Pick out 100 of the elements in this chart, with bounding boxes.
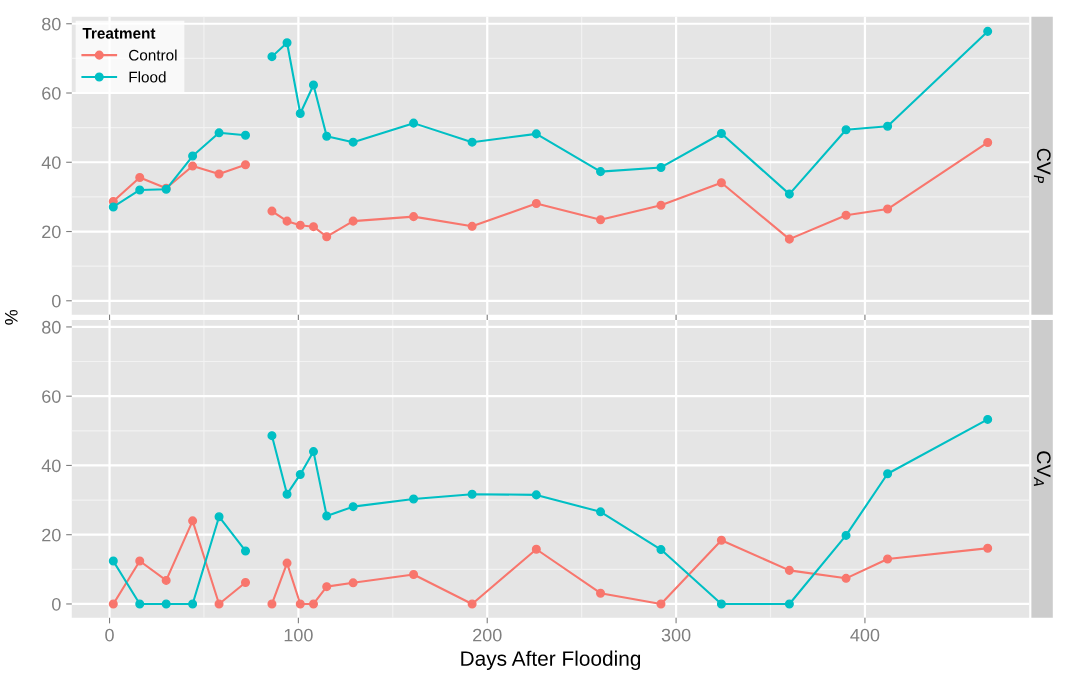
point [308,447,319,457]
point [656,599,666,609]
y-tick-label: 0 [52,597,61,611]
point [716,129,726,139]
point [108,599,118,609]
point [784,234,794,244]
point [295,599,305,609]
point [716,599,726,609]
y-tick-label: 80 [42,320,61,334]
y-axis-title: % [4,309,18,325]
point [240,577,251,588]
point [348,502,358,512]
point [348,578,358,588]
point [983,543,993,553]
point [135,172,145,183]
point [135,185,145,195]
point [467,599,477,609]
point [214,599,224,609]
point [784,565,794,575]
point [656,200,666,210]
point [656,162,666,172]
point [656,545,666,555]
point [784,599,794,609]
point [983,138,993,148]
x-tick-label: 400 [850,628,880,642]
y-tick-label: 20 [42,528,61,542]
point [841,573,851,583]
point [188,599,198,609]
point [784,189,794,199]
point [240,160,251,170]
point [295,469,305,479]
point [883,469,893,479]
point [282,216,292,226]
point [214,128,224,138]
y-tick-label: 60 [42,86,61,100]
point [308,599,319,609]
point [467,137,477,147]
point [267,52,277,62]
point [322,582,332,592]
point [322,232,332,242]
point [409,212,419,222]
point [188,516,198,526]
y-tick-label: 80 [42,17,61,31]
point [188,161,198,171]
point [108,556,118,566]
point [596,507,606,517]
x-tick-label: 200 [473,628,502,642]
point [240,546,251,556]
x-axis-title: Days After Flooding [461,650,641,671]
point [308,222,319,232]
point [188,151,198,161]
point [267,431,277,441]
point [983,414,993,424]
point [409,570,419,580]
point [841,125,851,135]
y-tick-label: 0 [52,294,61,308]
point [531,129,541,139]
point [267,599,277,609]
point [135,556,145,566]
point [295,108,305,118]
point [308,80,319,90]
y-tick-label: 40 [41,459,61,473]
point [409,494,419,504]
point [214,512,224,522]
point [282,558,292,568]
point [883,204,893,214]
point [348,137,358,147]
y2-axis-title: CV$_{A}$ [1033,451,1051,486]
point [531,490,541,500]
point [240,130,251,140]
point [531,544,541,554]
y2-axis-title: CV$_{P}$ [1033,148,1051,184]
point [295,220,305,230]
point [883,121,893,131]
x-tick-label: 300 [661,628,691,642]
point [322,131,332,141]
point [214,169,224,179]
x-tick-label: 0 [105,628,114,642]
point [135,599,145,609]
point [596,588,606,598]
point [267,206,277,216]
point [467,489,477,499]
point [467,221,477,231]
legend-title: Treatment [82,28,156,39]
x-tick-label: 100 [284,628,313,642]
point [596,167,606,177]
point [348,216,358,226]
point [841,530,851,540]
point [596,215,606,225]
point [108,202,118,212]
y-tick-label: 20 [42,225,61,239]
point [282,489,292,499]
point [161,599,171,609]
point [716,535,726,545]
legend-label: Control [129,49,177,61]
y-tick-label: 60 [42,390,61,403]
y-tick-label: 40 [41,156,61,169]
legend-label: Flood [129,71,166,83]
point [716,178,726,188]
point [409,118,419,128]
